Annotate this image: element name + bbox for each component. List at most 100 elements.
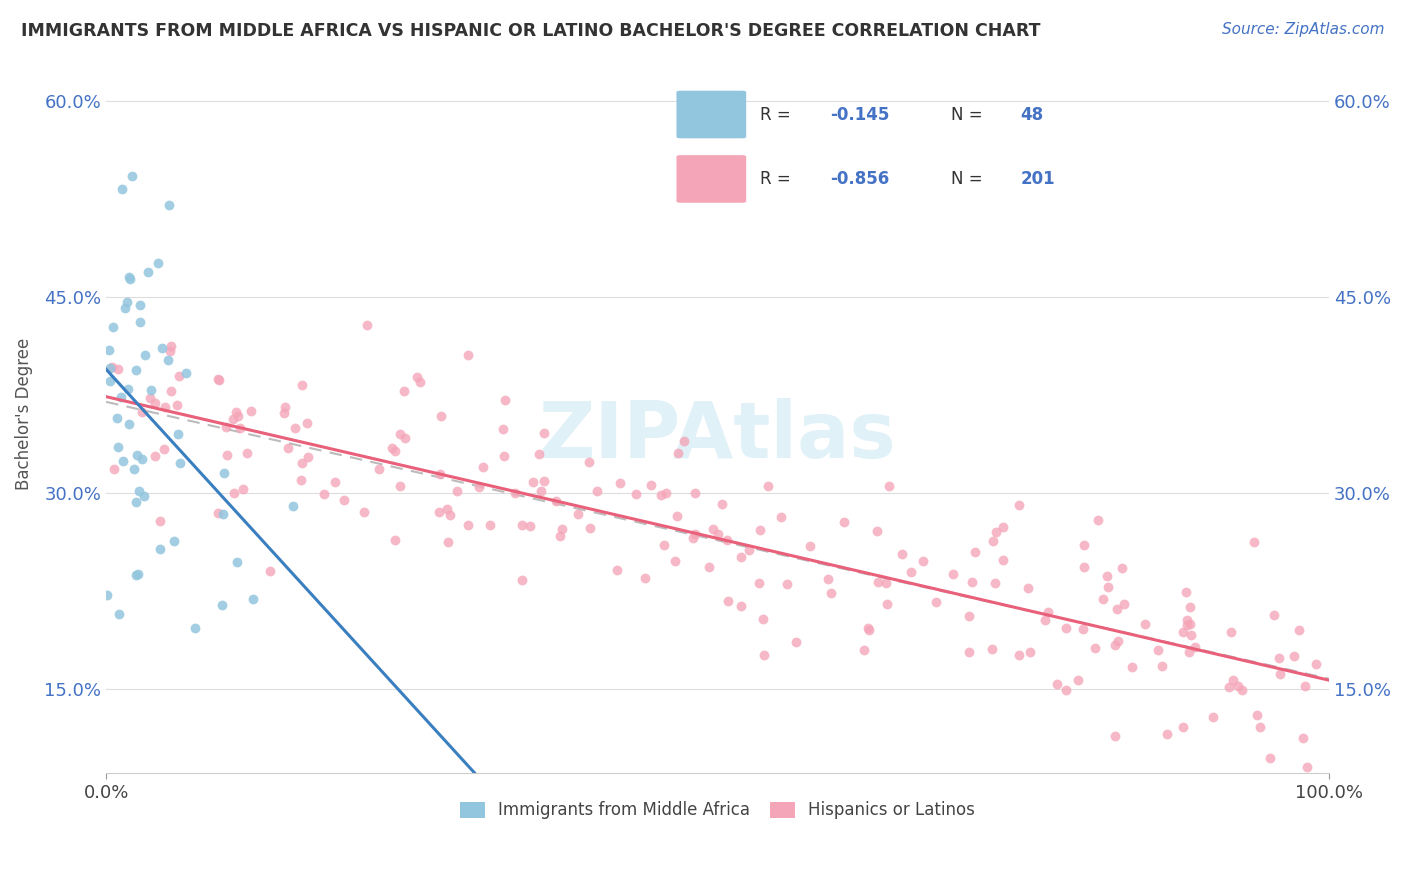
Point bbox=[672, 434, 695, 448]
Point bbox=[924, 595, 946, 609]
Point bbox=[101, 320, 124, 334]
Point bbox=[226, 409, 249, 424]
Point bbox=[124, 462, 146, 476]
Point bbox=[1227, 679, 1250, 693]
Point bbox=[1282, 648, 1305, 663]
Point bbox=[323, 475, 346, 489]
Point bbox=[650, 488, 672, 502]
Point bbox=[297, 450, 319, 465]
Point bbox=[136, 265, 159, 279]
Point bbox=[911, 554, 934, 568]
Point bbox=[295, 417, 318, 431]
Point bbox=[991, 519, 1014, 533]
Point bbox=[1177, 645, 1199, 659]
Point bbox=[984, 575, 1007, 590]
Point bbox=[586, 483, 609, 498]
Point bbox=[160, 384, 183, 398]
Point bbox=[148, 256, 170, 270]
Point bbox=[1294, 679, 1316, 693]
Point bbox=[866, 524, 889, 539]
Point bbox=[291, 378, 314, 392]
Point bbox=[817, 573, 839, 587]
Point bbox=[236, 446, 259, 460]
Point bbox=[856, 621, 879, 635]
Point bbox=[875, 576, 897, 591]
Point bbox=[533, 474, 555, 488]
Point bbox=[1008, 648, 1031, 662]
Point bbox=[439, 508, 461, 522]
Point bbox=[548, 529, 571, 543]
Point bbox=[103, 462, 125, 476]
Point bbox=[174, 366, 197, 380]
Point bbox=[471, 459, 494, 474]
Point bbox=[446, 483, 468, 498]
Point bbox=[1243, 534, 1265, 549]
Point bbox=[891, 547, 914, 561]
Point bbox=[652, 538, 675, 552]
Point bbox=[214, 420, 236, 434]
Point bbox=[834, 516, 856, 530]
Point bbox=[225, 405, 247, 419]
Point bbox=[169, 368, 191, 383]
Point bbox=[1091, 592, 1114, 607]
Point bbox=[1097, 568, 1119, 582]
Point bbox=[281, 499, 304, 513]
Point bbox=[1084, 641, 1107, 656]
Point bbox=[134, 348, 156, 362]
Point bbox=[384, 443, 406, 458]
Point bbox=[153, 400, 176, 414]
Point bbox=[1087, 513, 1109, 527]
Point bbox=[960, 575, 983, 590]
Point bbox=[118, 272, 141, 286]
Point bbox=[544, 493, 567, 508]
Point bbox=[436, 501, 458, 516]
Point bbox=[1184, 640, 1206, 654]
Point bbox=[124, 568, 146, 582]
Point bbox=[494, 393, 516, 408]
Point bbox=[101, 359, 124, 374]
Point bbox=[457, 348, 479, 362]
Point bbox=[143, 396, 166, 410]
Point bbox=[107, 362, 129, 376]
Point bbox=[478, 518, 501, 533]
Point bbox=[510, 518, 533, 533]
Point bbox=[118, 270, 141, 285]
Point bbox=[157, 198, 180, 212]
Point bbox=[129, 298, 152, 312]
Point bbox=[111, 453, 134, 467]
Point bbox=[284, 421, 307, 435]
Point bbox=[229, 421, 252, 435]
Point bbox=[1156, 727, 1178, 741]
Point bbox=[624, 487, 647, 501]
Point bbox=[217, 448, 239, 462]
Point bbox=[1288, 624, 1310, 638]
Point bbox=[468, 480, 491, 494]
Point bbox=[128, 484, 150, 499]
Point bbox=[1121, 659, 1143, 673]
Point bbox=[169, 456, 191, 470]
Point bbox=[1104, 638, 1126, 652]
Point bbox=[1222, 673, 1244, 687]
Point bbox=[730, 549, 752, 564]
Point bbox=[1054, 682, 1077, 697]
Point bbox=[1249, 720, 1271, 734]
Point bbox=[118, 417, 141, 431]
Point bbox=[291, 456, 314, 470]
Point bbox=[1258, 751, 1281, 765]
Point bbox=[510, 573, 533, 587]
Point bbox=[148, 514, 170, 528]
Point bbox=[1008, 498, 1031, 512]
Point bbox=[877, 479, 900, 493]
Point bbox=[232, 482, 254, 496]
Point bbox=[143, 450, 166, 464]
Point bbox=[124, 363, 146, 377]
Point bbox=[716, 533, 738, 547]
Point bbox=[1067, 673, 1090, 688]
Point bbox=[551, 522, 574, 536]
Point bbox=[942, 567, 965, 582]
Point bbox=[1174, 585, 1197, 599]
Point bbox=[1107, 633, 1129, 648]
Point bbox=[388, 427, 411, 442]
Point bbox=[522, 475, 544, 490]
Point bbox=[114, 301, 136, 316]
